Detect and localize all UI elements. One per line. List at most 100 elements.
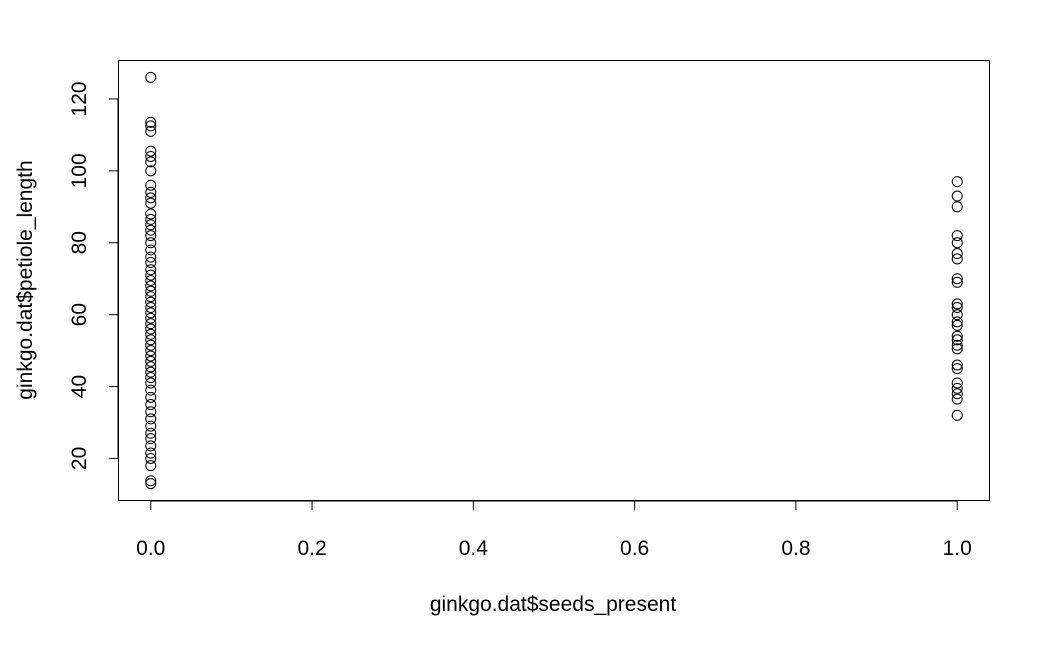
data-point <box>145 116 157 128</box>
data-point <box>951 176 963 188</box>
data-point <box>145 384 157 396</box>
data-point <box>951 343 963 355</box>
data-point <box>145 291 157 303</box>
data-point <box>145 165 157 177</box>
data-point <box>951 309 963 321</box>
data-point <box>145 420 157 432</box>
data-point <box>145 269 157 281</box>
data-point <box>951 330 963 342</box>
y-tick-label: 100 <box>68 153 91 188</box>
x-tick-label: 0.4 <box>459 537 489 560</box>
data-point <box>145 350 157 362</box>
data-point <box>145 275 157 286</box>
y-axis: 20 40 60 80 100 120 <box>68 81 119 470</box>
data-point <box>145 125 157 137</box>
data-point <box>951 298 963 310</box>
data-point <box>145 427 157 439</box>
data-point <box>145 406 157 418</box>
data-point <box>145 244 157 256</box>
data-point <box>951 319 963 331</box>
data-point <box>145 197 157 209</box>
data-point <box>145 257 157 269</box>
data-point <box>951 237 963 249</box>
data-point <box>145 208 157 220</box>
data-point <box>145 413 157 425</box>
data-point <box>145 156 157 168</box>
data-point <box>145 334 157 346</box>
data-point <box>951 273 963 285</box>
x-axis-title: ginkgo.dat$seeds_present <box>430 593 677 616</box>
data-point <box>145 213 157 225</box>
x-axis: 0.0 0.2 0.4 0.6 0.8 1.0 <box>136 500 972 560</box>
data-point <box>145 361 157 373</box>
data-point <box>951 201 963 213</box>
x-tick-label: 0.8 <box>781 537 810 560</box>
data-point <box>951 409 963 421</box>
data-point <box>951 253 963 265</box>
data-point <box>145 186 157 198</box>
data-point <box>145 179 157 191</box>
data-point <box>145 145 157 157</box>
data-point <box>145 460 157 472</box>
data-point <box>145 150 157 162</box>
data-point <box>145 328 157 340</box>
data-point <box>145 307 157 319</box>
y-tick-label: 60 <box>68 303 91 326</box>
x-tick-label: 1.0 <box>943 537 972 560</box>
data-point <box>145 355 157 367</box>
data-point <box>951 363 963 375</box>
data-point <box>951 388 963 400</box>
y-tick-label: 120 <box>68 81 91 116</box>
data-point <box>951 359 963 371</box>
data-point <box>951 276 963 288</box>
y-axis-title: ginkgo.dat$petiole_length <box>14 160 37 399</box>
data-point <box>951 316 963 328</box>
data-point <box>951 230 963 242</box>
data-point <box>145 339 157 351</box>
plot-frame <box>118 60 990 501</box>
data-point <box>145 345 157 357</box>
y-tick-label: 80 <box>68 231 91 254</box>
data-point <box>145 447 157 459</box>
y-tick-label: 40 <box>68 375 91 398</box>
data-point <box>145 399 157 411</box>
data-point <box>145 264 157 276</box>
data-point <box>145 192 157 204</box>
data-point <box>951 339 963 351</box>
data-point <box>951 382 963 394</box>
data-point <box>145 475 157 487</box>
data-point <box>145 285 157 297</box>
data-point <box>145 224 157 236</box>
data-point <box>145 301 157 313</box>
data-point <box>145 219 157 231</box>
data-point <box>951 334 963 346</box>
data-point <box>145 452 157 464</box>
data-point <box>145 391 157 403</box>
data-point <box>145 323 157 335</box>
data-point <box>145 372 157 384</box>
data-point <box>145 237 157 249</box>
data-point <box>145 120 157 132</box>
x-tick-label: 0.6 <box>620 537 649 560</box>
y-tick-label: 20 <box>68 447 91 470</box>
data-point <box>145 251 157 263</box>
data-point <box>951 393 963 405</box>
x-tick-label: 0.2 <box>297 537 326 560</box>
data-point <box>145 366 157 378</box>
data-point <box>145 296 157 308</box>
data-points <box>145 71 963 490</box>
data-point <box>951 248 963 260</box>
data-point <box>145 377 157 389</box>
data-point <box>145 312 157 324</box>
data-point <box>951 301 963 313</box>
data-point <box>951 377 963 389</box>
data-point <box>951 190 963 202</box>
data-point <box>145 318 157 330</box>
data-point <box>145 71 157 83</box>
data-point <box>145 280 157 292</box>
data-point <box>145 440 157 452</box>
data-point <box>145 230 157 242</box>
data-point <box>145 478 157 490</box>
x-tick-label: 0.0 <box>136 537 165 560</box>
